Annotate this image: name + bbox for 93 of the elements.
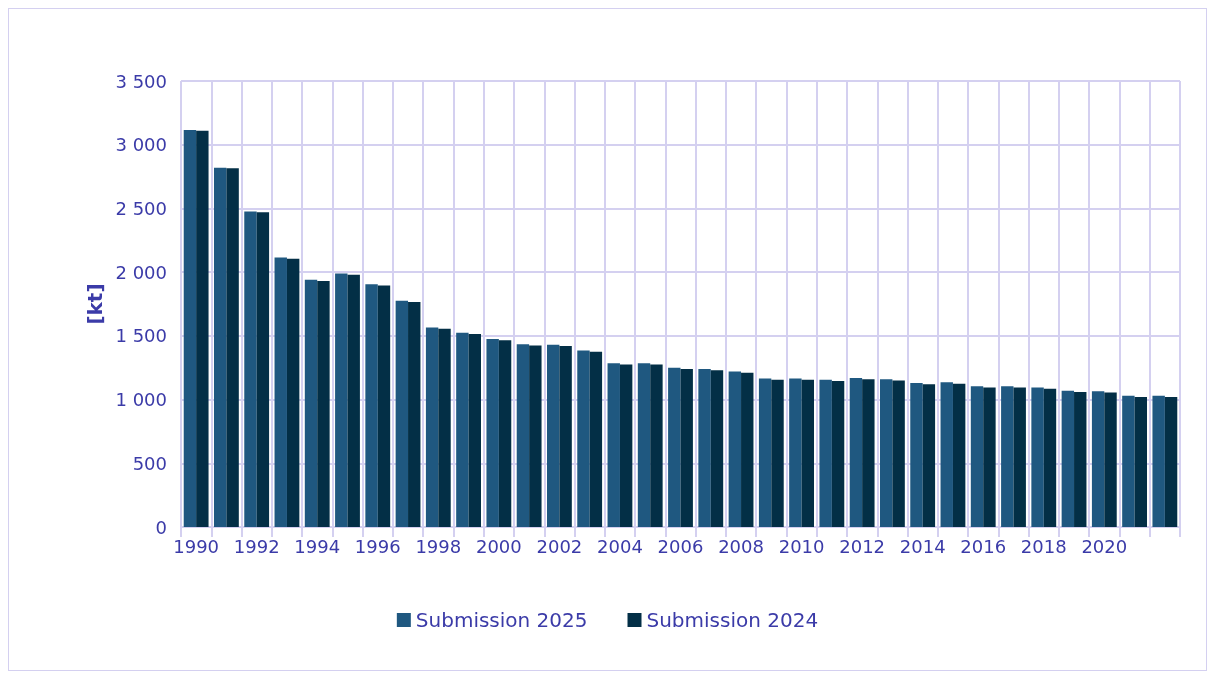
bar	[619, 364, 633, 527]
x-tick-label: 1994	[294, 535, 341, 557]
bar	[286, 258, 300, 527]
y-tick-label: 1 500	[115, 325, 167, 347]
bar	[668, 367, 681, 527]
bar	[589, 351, 603, 527]
bar	[183, 130, 197, 527]
y-tick-label: 1 000	[115, 389, 167, 411]
bar	[196, 130, 209, 527]
bar	[304, 279, 318, 527]
bar	[1043, 388, 1057, 527]
bar	[395, 300, 409, 527]
bar	[577, 350, 590, 527]
bar	[1031, 387, 1044, 527]
x-tick-label: 2002	[536, 535, 583, 557]
x-tick-label: 2020	[1081, 535, 1128, 557]
bar	[365, 284, 378, 527]
bar	[1122, 395, 1135, 527]
bar	[710, 370, 724, 527]
bar	[892, 380, 905, 527]
bar	[456, 332, 469, 527]
bar	[698, 368, 711, 527]
bar	[226, 168, 239, 527]
bar	[1013, 387, 1026, 527]
bar	[214, 167, 227, 527]
x-tick-label: 2004	[597, 535, 643, 557]
bar	[1061, 390, 1075, 527]
y-axis-title: [kt]	[82, 283, 107, 325]
bar	[940, 382, 953, 527]
bar	[559, 346, 572, 527]
legend-label: Submission 2025	[415, 608, 588, 632]
bar	[1001, 386, 1014, 527]
y-tick-label: 2 500	[115, 197, 167, 219]
bar	[758, 378, 772, 527]
x-tick-label: 2000	[475, 535, 522, 557]
bar	[650, 364, 663, 527]
bar	[377, 285, 391, 527]
bar	[801, 379, 814, 527]
bar	[1134, 397, 1147, 527]
bar	[1164, 397, 1178, 527]
bar	[486, 339, 499, 527]
x-tick-label: 2016	[960, 535, 1007, 557]
y-tick-label: 3 500	[115, 70, 167, 92]
bar	[408, 302, 421, 527]
bar	[728, 371, 742, 527]
bar	[317, 281, 330, 527]
bar	[1152, 395, 1165, 527]
y-tick-label: 2 000	[115, 261, 167, 283]
x-tick-label: 2006	[657, 535, 704, 557]
x-tick-label: 1992	[233, 535, 280, 557]
bar	[438, 328, 451, 527]
x-tick-label: 2012	[839, 535, 886, 557]
bar	[970, 386, 984, 527]
x-tick-label: 1990	[173, 535, 220, 557]
bar	[637, 363, 651, 527]
bar	[983, 387, 996, 527]
bar	[347, 274, 360, 527]
bar	[516, 344, 530, 527]
bar	[771, 379, 784, 527]
bar	[741, 372, 754, 527]
x-tick-label: 2018	[1020, 535, 1067, 557]
x-tick-label: 1996	[354, 535, 401, 557]
x-tick-label: 2008	[718, 535, 764, 557]
bar	[831, 381, 845, 527]
bar	[922, 384, 936, 527]
x-tick-label: 2010	[778, 535, 825, 557]
y-tick-label: 500	[132, 452, 167, 474]
bar	[789, 378, 802, 527]
y-tick-label: 3 000	[115, 134, 167, 156]
bar	[1104, 392, 1117, 527]
y-tick-label: 0	[155, 516, 167, 538]
bar	[819, 379, 832, 527]
bar	[849, 377, 863, 527]
bar	[1074, 391, 1087, 527]
x-tick-label: 2014	[899, 535, 946, 557]
bar	[1091, 391, 1105, 527]
bar	[274, 257, 287, 527]
bar	[498, 340, 512, 527]
legend-label: Submission 2024	[646, 608, 819, 632]
bar	[335, 273, 348, 527]
bar	[607, 363, 620, 527]
bar	[910, 383, 923, 527]
bar	[680, 368, 693, 527]
bar	[425, 327, 439, 527]
bar	[547, 344, 560, 527]
bar	[952, 383, 966, 527]
x-tick-label: 1998	[415, 535, 462, 557]
bar	[862, 379, 875, 527]
bar	[529, 345, 542, 527]
bar	[880, 379, 893, 527]
bar	[468, 333, 481, 527]
bar	[256, 212, 270, 527]
bar	[244, 211, 257, 527]
